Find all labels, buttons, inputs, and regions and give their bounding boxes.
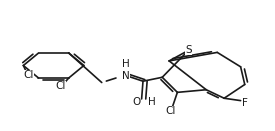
Text: Cl: Cl: [24, 70, 34, 80]
Text: Cl: Cl: [165, 106, 176, 116]
Text: O: O: [132, 97, 140, 107]
Text: H: H: [122, 59, 130, 69]
Text: S: S: [185, 45, 192, 55]
Text: N: N: [122, 71, 130, 81]
Text: Cl: Cl: [55, 81, 66, 91]
Text: F: F: [242, 99, 248, 108]
Text: H: H: [148, 97, 156, 107]
